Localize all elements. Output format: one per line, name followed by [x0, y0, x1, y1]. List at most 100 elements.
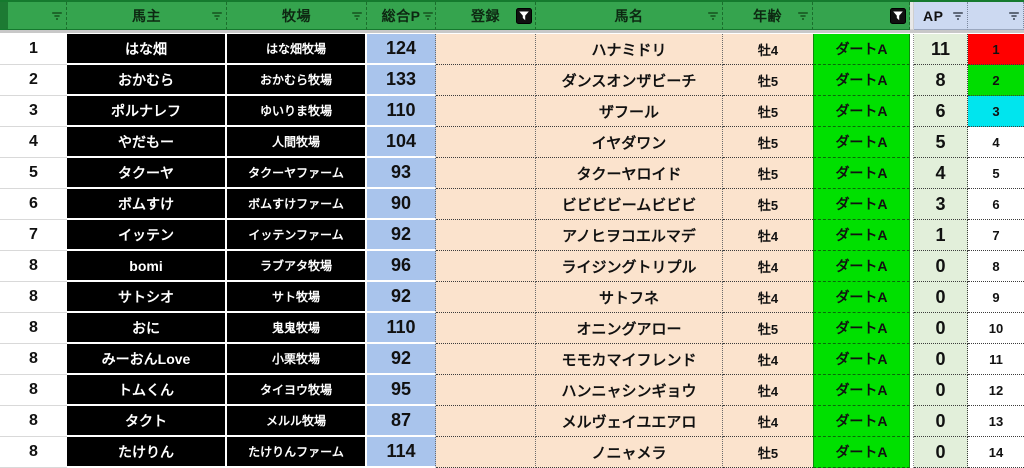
rank-cell[interactable]: 11	[968, 344, 1024, 375]
filter-dropdown-icon[interactable]	[707, 11, 719, 21]
header-cell-farm[interactable]: 牧場	[227, 2, 367, 30]
class-cell[interactable]: ダートA	[813, 96, 910, 127]
class-cell[interactable]: ダートA	[813, 282, 910, 313]
age-cell[interactable]: 牡4	[723, 375, 813, 406]
class-cell[interactable]: ダートA	[813, 158, 910, 189]
entry-cell[interactable]	[436, 344, 536, 375]
header-cell-entry[interactable]: 登録	[436, 2, 536, 30]
age-cell[interactable]: 牡5	[723, 189, 813, 220]
total-p-cell[interactable]: 93	[367, 158, 436, 189]
farm-cell[interactable]: タクーヤファーム	[227, 158, 367, 189]
farm-cell[interactable]: サト牧場	[227, 282, 367, 313]
entry-cell[interactable]	[436, 96, 536, 127]
rank-cell[interactable]: 2	[968, 65, 1024, 96]
owner-cell[interactable]: サトシオ	[67, 282, 227, 313]
row-number-cell[interactable]: 8	[0, 437, 67, 468]
farm-cell[interactable]: たけりんファーム	[227, 437, 367, 468]
entry-cell[interactable]	[436, 34, 536, 65]
horse-name-cell[interactable]: ライジングトリプル	[536, 251, 723, 282]
horse-name-cell[interactable]: タクーヤロイド	[536, 158, 723, 189]
entry-cell[interactable]	[436, 251, 536, 282]
farm-cell[interactable]: はな畑牧場	[227, 34, 367, 65]
total-p-cell[interactable]: 114	[367, 437, 436, 468]
farm-cell[interactable]: 鬼鬼牧場	[227, 313, 367, 344]
total-p-cell[interactable]: 110	[367, 96, 436, 127]
owner-cell[interactable]: イッテン	[67, 220, 227, 251]
header-cell-horse[interactable]: 馬名	[536, 2, 723, 30]
owner-cell[interactable]: たけりん	[67, 437, 227, 468]
class-cell[interactable]: ダートA	[813, 375, 910, 406]
horse-name-cell[interactable]: オニングアロー	[536, 313, 723, 344]
entry-cell[interactable]	[436, 406, 536, 437]
class-cell[interactable]: ダートA	[813, 437, 910, 468]
ap-cell[interactable]: 0	[914, 406, 968, 437]
filter-dropdown-icon[interactable]	[422, 11, 434, 21]
farm-cell[interactable]: おかむら牧場	[227, 65, 367, 96]
rank-cell[interactable]: 7	[968, 220, 1024, 251]
row-number-cell[interactable]: 4	[0, 127, 67, 158]
header-cell-rownum[interactable]	[0, 2, 67, 30]
horse-name-cell[interactable]: メルヴェイユエアロ	[536, 406, 723, 437]
owner-cell[interactable]: みーおんLove	[67, 344, 227, 375]
rank-cell[interactable]: 1	[968, 34, 1024, 65]
row-number-cell[interactable]: 8	[0, 282, 67, 313]
header-cell-age[interactable]: 年齢	[723, 2, 813, 30]
owner-cell[interactable]: タクト	[67, 406, 227, 437]
entry-cell[interactable]	[436, 437, 536, 468]
total-p-cell[interactable]: 96	[367, 251, 436, 282]
rank-cell[interactable]: 10	[968, 313, 1024, 344]
owner-cell[interactable]: おかむら	[67, 65, 227, 96]
class-cell[interactable]: ダートA	[813, 189, 910, 220]
row-number-cell[interactable]: 2	[0, 65, 67, 96]
class-cell[interactable]: ダートA	[813, 313, 910, 344]
age-cell[interactable]: 牡5	[723, 127, 813, 158]
filter-dropdown-icon[interactable]	[51, 11, 63, 21]
entry-cell[interactable]	[436, 375, 536, 406]
ap-cell[interactable]: 8	[914, 65, 968, 96]
row-number-cell[interactable]: 8	[0, 375, 67, 406]
row-number-cell[interactable]: 7	[0, 220, 67, 251]
row-number-cell[interactable]: 8	[0, 344, 67, 375]
entry-cell[interactable]	[436, 158, 536, 189]
rank-cell[interactable]: 14	[968, 437, 1024, 468]
horse-name-cell[interactable]: ザフール	[536, 96, 723, 127]
farm-cell[interactable]: ゆいりま牧場	[227, 96, 367, 127]
filter-dropdown-icon[interactable]	[211, 11, 223, 21]
age-cell[interactable]: 牡5	[723, 96, 813, 127]
header-cell-class[interactable]	[813, 2, 910, 30]
class-cell[interactable]: ダートA	[813, 220, 910, 251]
owner-cell[interactable]: はな畑	[67, 34, 227, 65]
ap-cell[interactable]: 0	[914, 313, 968, 344]
row-number-cell[interactable]: 6	[0, 189, 67, 220]
rank-cell[interactable]: 3	[968, 96, 1024, 127]
row-number-cell[interactable]: 8	[0, 406, 67, 437]
horse-name-cell[interactable]: ダンスオンザビーチ	[536, 65, 723, 96]
age-cell[interactable]: 牡4	[723, 251, 813, 282]
age-cell[interactable]: 牡5	[723, 65, 813, 96]
filter-dropdown-icon[interactable]	[1008, 11, 1020, 21]
ap-cell[interactable]: 0	[914, 282, 968, 313]
farm-cell[interactable]: 小栗牧場	[227, 344, 367, 375]
row-number-cell[interactable]: 8	[0, 313, 67, 344]
entry-cell[interactable]	[436, 127, 536, 158]
owner-cell[interactable]: やだもー	[67, 127, 227, 158]
horse-name-cell[interactable]: モモカマイフレンド	[536, 344, 723, 375]
rank-cell[interactable]: 5	[968, 158, 1024, 189]
owner-cell[interactable]: ボムすけ	[67, 189, 227, 220]
total-p-cell[interactable]: 90	[367, 189, 436, 220]
rank-cell[interactable]: 9	[968, 282, 1024, 313]
age-cell[interactable]: 牡4	[723, 282, 813, 313]
filter-dropdown-icon[interactable]	[797, 11, 809, 21]
rank-cell[interactable]: 4	[968, 127, 1024, 158]
entry-cell[interactable]	[436, 282, 536, 313]
ap-cell[interactable]: 0	[914, 344, 968, 375]
entry-cell[interactable]	[436, 65, 536, 96]
horse-name-cell[interactable]: ノニャメラ	[536, 437, 723, 468]
class-cell[interactable]: ダートA	[813, 344, 910, 375]
header-cell-totalp[interactable]: 総合P	[367, 2, 436, 30]
class-cell[interactable]: ダートA	[813, 34, 910, 65]
farm-cell[interactable]: 人間牧場	[227, 127, 367, 158]
class-cell[interactable]: ダートA	[813, 127, 910, 158]
header-cell-ap[interactable]: AP	[914, 2, 968, 30]
owner-cell[interactable]: タクーヤ	[67, 158, 227, 189]
